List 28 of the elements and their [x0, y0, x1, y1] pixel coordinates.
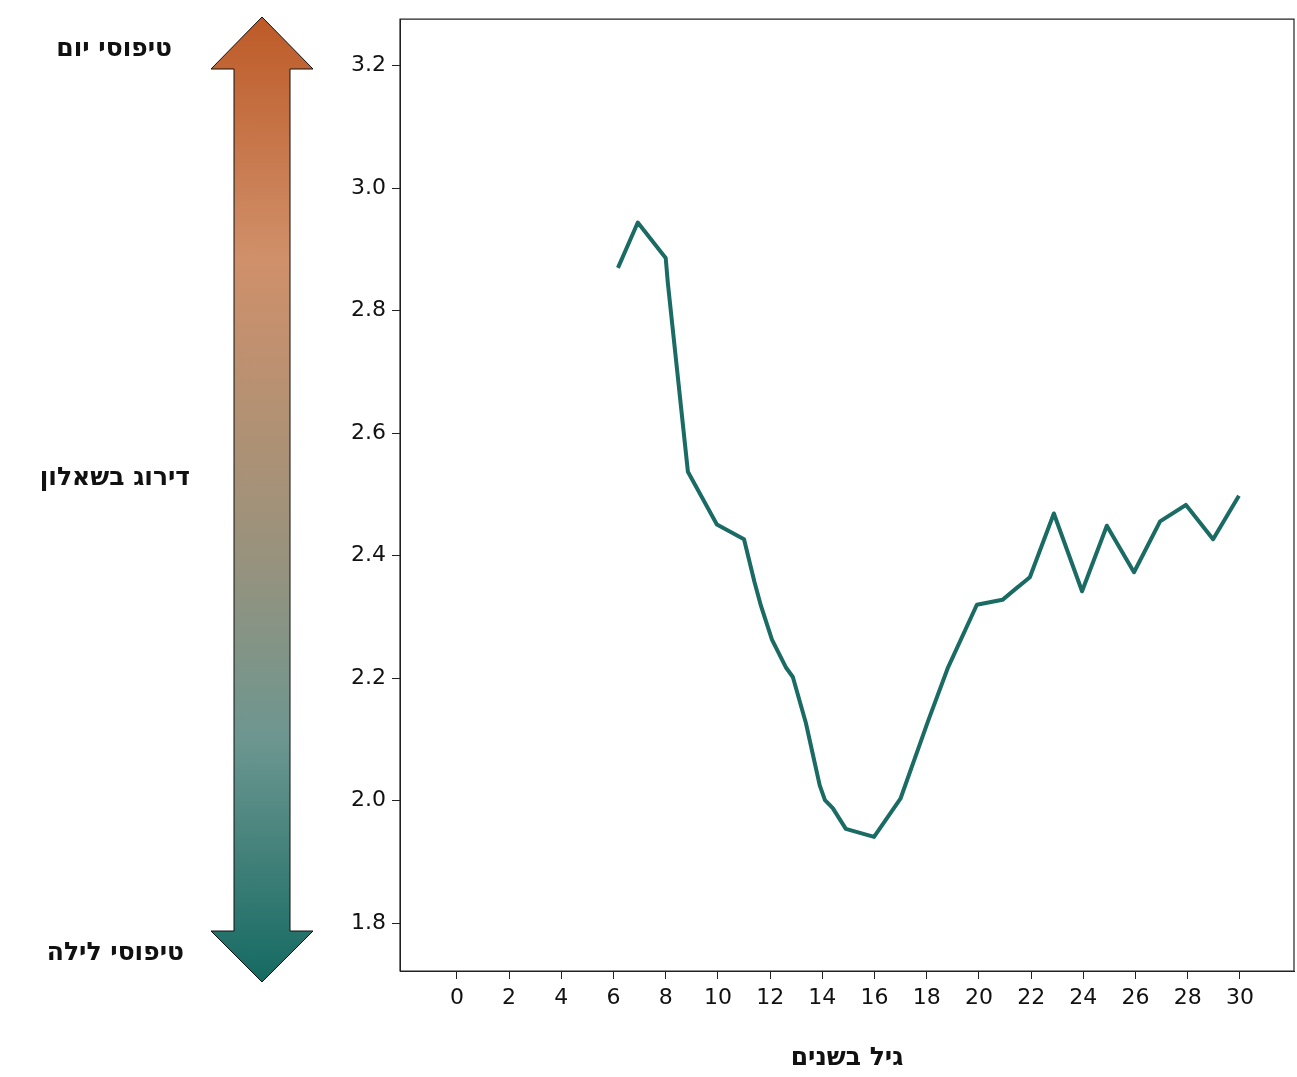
- y-tick-label: 2.6: [351, 418, 386, 444]
- x-tick-label: 30: [1225, 983, 1254, 1009]
- y-tick-label: 2.0: [351, 786, 386, 812]
- x-tick-label: 8: [658, 983, 673, 1009]
- y-tick-label: 3.2: [351, 51, 386, 77]
- y-tick-label: 2.8: [351, 296, 386, 322]
- x-tick-label: 2: [502, 983, 517, 1009]
- x-tick-label: 6: [606, 983, 621, 1009]
- y-tick-label: 1.8: [351, 908, 386, 934]
- x-tick-label: 18: [912, 983, 941, 1009]
- x-tick-label: 12: [756, 983, 785, 1009]
- text: דירוג בשאלון: [39, 462, 190, 491]
- y-tick-label: 2.2: [351, 663, 386, 689]
- y-tick-label: 2.4: [351, 541, 386, 567]
- x-tick-label: 0: [449, 983, 464, 1009]
- x-tick-label: 26: [1121, 983, 1150, 1009]
- x-tick-label: 22: [1017, 983, 1046, 1009]
- y-tick-label: 3.0: [351, 173, 386, 199]
- x-tick-label: 10: [703, 983, 732, 1009]
- x-tick-label: 4: [554, 983, 569, 1009]
- x-tick-label: 24: [1069, 983, 1098, 1009]
- text: טיפוסי לילה: [46, 937, 184, 966]
- x-tick-label: 28: [1173, 983, 1202, 1009]
- text: טיפוסי יום: [56, 33, 172, 62]
- x-axis-title: גיל בשנים: [790, 1041, 904, 1071]
- x-tick-label: 16: [860, 983, 889, 1009]
- x-tick-label: 20: [964, 983, 993, 1009]
- x-tick-label: 14: [808, 983, 837, 1009]
